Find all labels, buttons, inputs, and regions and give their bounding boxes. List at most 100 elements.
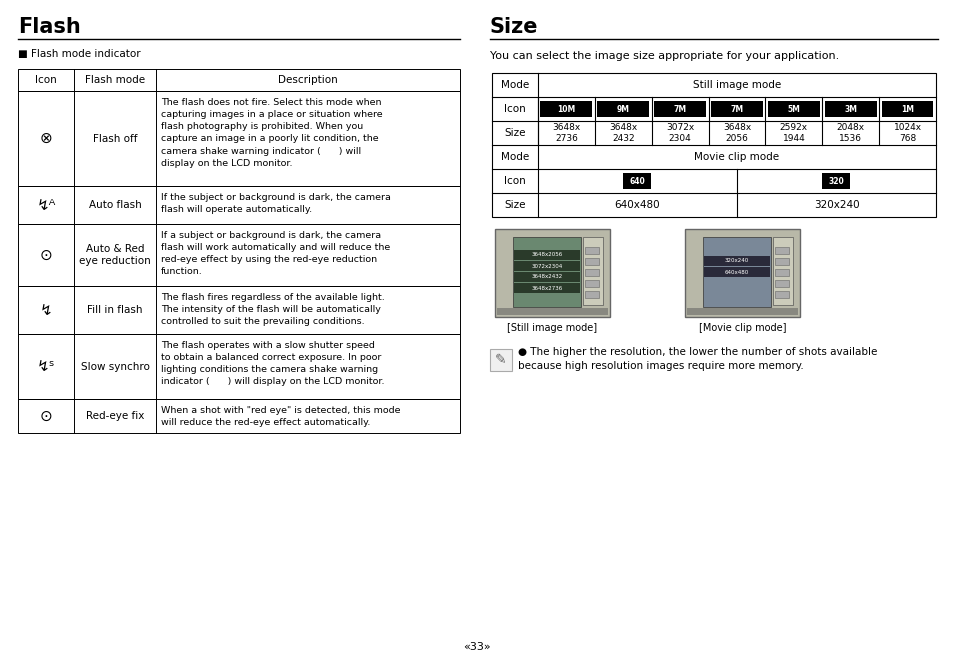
Text: 640x480: 640x480 <box>724 269 748 275</box>
Bar <box>492 73 935 217</box>
Text: 320x240: 320x240 <box>724 259 748 263</box>
Bar <box>654 101 705 117</box>
Text: Movie clip mode: Movie clip mode <box>694 152 779 162</box>
Bar <box>703 256 769 266</box>
Text: 2048x
1536: 2048x 1536 <box>836 123 863 143</box>
Bar <box>684 229 800 317</box>
Bar <box>774 280 788 287</box>
Text: You can select the image size appropriate for your application.: You can select the image size appropriat… <box>490 51 839 61</box>
Text: 320: 320 <box>828 176 843 185</box>
Text: Flash: Flash <box>18 17 81 37</box>
Bar <box>774 291 788 298</box>
Bar <box>821 173 850 189</box>
Text: Slow synchro: Slow synchro <box>80 362 150 372</box>
Bar <box>824 101 876 117</box>
Text: 7M: 7M <box>730 104 742 114</box>
Text: ↯ˢ: ↯ˢ <box>37 359 55 374</box>
Bar <box>584 258 598 265</box>
Text: ⊙: ⊙ <box>40 409 52 424</box>
Text: 1024x
768: 1024x 768 <box>893 123 921 143</box>
Text: «33»: «33» <box>463 642 490 652</box>
Bar <box>703 267 769 277</box>
Text: ✎: ✎ <box>495 353 506 367</box>
Bar <box>18 334 459 399</box>
Text: 3648x2432: 3648x2432 <box>531 275 562 279</box>
Text: 320x240: 320x240 <box>813 200 859 210</box>
Text: Size: Size <box>504 200 525 210</box>
Bar <box>767 101 819 117</box>
Bar <box>702 237 770 307</box>
Text: 3072x2304: 3072x2304 <box>531 263 562 269</box>
Bar <box>686 308 797 315</box>
Bar <box>881 101 933 117</box>
Text: ● The higher the resolution, the lower the number of shots available
because hig: ● The higher the resolution, the lower t… <box>517 347 877 371</box>
Text: 1M: 1M <box>901 104 913 114</box>
Text: 3648x2056: 3648x2056 <box>531 253 562 257</box>
Text: If the subject or background is dark, the camera
flash will operate automaticall: If the subject or background is dark, th… <box>161 193 391 214</box>
Bar <box>710 101 762 117</box>
Text: Flash off: Flash off <box>92 133 137 143</box>
Bar <box>540 101 592 117</box>
Text: ↯: ↯ <box>40 302 52 317</box>
Bar <box>514 261 579 271</box>
Text: The flash fires regardless of the available light.
The intensity of the flash wi: The flash fires regardless of the availa… <box>161 293 384 326</box>
Text: Icon: Icon <box>35 75 57 85</box>
Text: Size: Size <box>490 17 537 37</box>
Text: 3648x
2056: 3648x 2056 <box>722 123 750 143</box>
Bar <box>772 237 792 305</box>
Text: 9M: 9M <box>617 104 629 114</box>
Bar <box>584 291 598 298</box>
Text: Icon: Icon <box>503 104 525 114</box>
Bar <box>514 272 579 282</box>
Text: 3072x
2304: 3072x 2304 <box>665 123 694 143</box>
Text: Size: Size <box>504 128 525 138</box>
Bar <box>18 69 459 91</box>
Bar <box>18 286 459 334</box>
Text: Mode: Mode <box>500 152 529 162</box>
Text: Auto & Red
eye reduction: Auto & Red eye reduction <box>79 244 151 266</box>
Text: [Movie clip mode]: [Movie clip mode] <box>698 323 785 333</box>
Text: 10M: 10M <box>557 104 575 114</box>
Text: 2592x
1944: 2592x 1944 <box>779 123 807 143</box>
Bar <box>514 283 579 293</box>
Text: 3648x
2736: 3648x 2736 <box>552 123 580 143</box>
Bar <box>584 269 598 276</box>
Bar <box>597 101 649 117</box>
Bar <box>584 247 598 254</box>
Bar <box>774 269 788 276</box>
Bar <box>774 258 788 265</box>
Text: 3648x2736: 3648x2736 <box>531 286 562 290</box>
Bar <box>495 229 609 317</box>
Text: The flash operates with a slow shutter speed
to obtain a balanced correct exposu: The flash operates with a slow shutter s… <box>161 341 384 387</box>
Text: ■ Flash mode indicator: ■ Flash mode indicator <box>18 49 140 59</box>
Bar <box>490 349 512 371</box>
Bar <box>514 250 579 260</box>
Bar <box>513 237 580 307</box>
Bar <box>18 224 459 286</box>
Text: ↯ᴬ: ↯ᴬ <box>36 197 55 213</box>
Text: Mode: Mode <box>500 80 529 90</box>
Bar <box>584 280 598 287</box>
Bar <box>497 308 607 315</box>
Bar <box>18 399 459 433</box>
Text: Flash mode: Flash mode <box>85 75 145 85</box>
Text: 640x480: 640x480 <box>614 200 659 210</box>
Text: Description: Description <box>278 75 337 85</box>
Bar <box>18 186 459 224</box>
Text: 640: 640 <box>629 176 644 185</box>
Bar <box>774 247 788 254</box>
Text: If a subject or background is dark, the camera
flash will work automatically and: If a subject or background is dark, the … <box>161 231 390 277</box>
Text: [Still image mode]: [Still image mode] <box>507 323 597 333</box>
Text: Auto flash: Auto flash <box>89 200 141 210</box>
Text: 3M: 3M <box>843 104 857 114</box>
Text: Still image mode: Still image mode <box>692 80 781 90</box>
Bar <box>582 237 602 305</box>
Text: Fill in flash: Fill in flash <box>87 305 143 315</box>
Text: 7M: 7M <box>673 104 686 114</box>
Text: 5M: 5M <box>786 104 800 114</box>
Text: 3648x
2432: 3648x 2432 <box>609 123 637 143</box>
Text: When a shot with "red eye" is detected, this mode
will reduce the red-eye effect: When a shot with "red eye" is detected, … <box>161 406 400 427</box>
Text: ⊙: ⊙ <box>40 248 52 263</box>
Bar <box>18 91 459 186</box>
Bar <box>623 173 651 189</box>
